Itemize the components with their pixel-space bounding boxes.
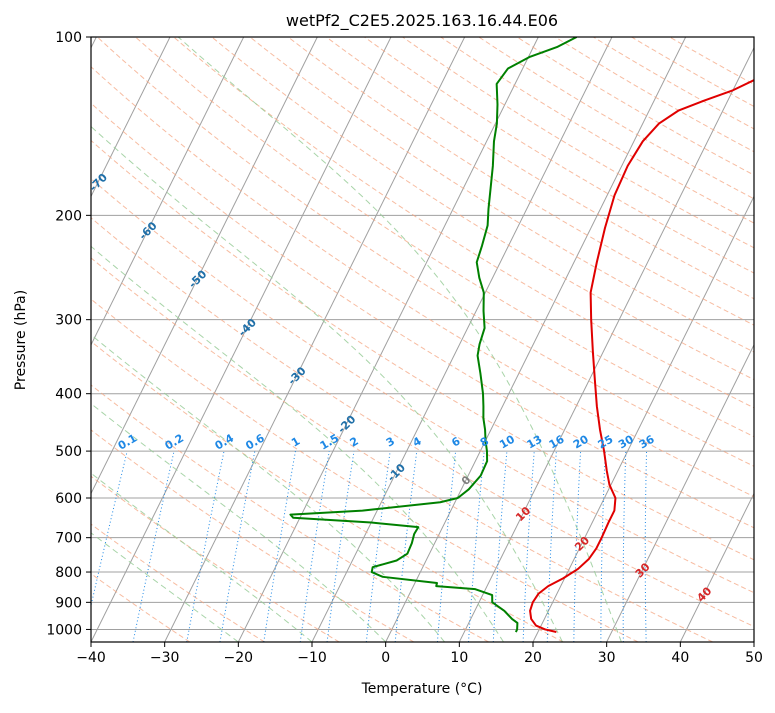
isotherm-line (237, 37, 539, 642)
mixing-ratio-line (132, 450, 175, 642)
mixing-ratio-line (186, 450, 225, 642)
moist-adiabat-line (91, 532, 239, 642)
isotherm-line (606, 343, 754, 642)
chart-title: wetPf2_C2E5.2025.163.16.44.E06 (286, 11, 558, 31)
moist-adiabat-line (91, 125, 563, 642)
plot-frame (90, 36, 755, 643)
x-tick-label: 10 (450, 650, 468, 666)
isotherm-line (311, 37, 613, 642)
moist-adiabat-line (91, 402, 387, 642)
y-tick-label: 700 (55, 531, 82, 547)
mixing-ratio-line (622, 451, 627, 642)
y-tick-label: 800 (55, 565, 82, 581)
dry-adiabat-line (173, 37, 754, 409)
x-axis-label: Temperature (°C) (361, 681, 483, 697)
mixing-ratio-line (326, 451, 355, 642)
mixing-ratio-line (299, 451, 330, 642)
x-tick-label: 50 (745, 650, 763, 666)
dry-adiabat-line (478, 37, 754, 200)
isotherm-line (91, 37, 245, 347)
mixing-ratio-line (219, 451, 256, 642)
axis-ticks: −40 −30 −20 −10 0 10 20 30 40 50 100 200 300 400 500 60… (46, 30, 763, 666)
dry-adiabat-line (91, 340, 564, 642)
x-tick-label: −40 (76, 650, 106, 666)
mixing-ratio-line (436, 451, 457, 642)
dry-adiabat-line (91, 429, 415, 642)
mixing-ratio-line (365, 451, 391, 642)
mixing-ratio-line (492, 451, 508, 642)
x-tick-label: −10 (297, 650, 327, 666)
dry-adiabat-line (91, 217, 754, 628)
y-axis-label: Pressure (hPa) (13, 290, 29, 390)
isotherm-line (91, 37, 318, 495)
mixing-ratio-line (522, 451, 535, 642)
y-tick-label: 400 (55, 387, 82, 403)
mixing-ratio-line (394, 451, 418, 642)
isotherm-line (532, 195, 754, 642)
y-tick-label: 200 (55, 208, 82, 224)
y-tick-label: 600 (55, 491, 82, 507)
dry-adiabat-line (402, 37, 754, 249)
mixing-ratio-line (546, 451, 557, 642)
isotherm-line (91, 37, 392, 642)
mixing-ratio-line (263, 451, 296, 642)
dry-adiabat-line (516, 37, 754, 176)
y-tick-label: 300 (55, 313, 82, 329)
isotherm-line (458, 46, 754, 642)
dry-adiabat-line (96, 37, 754, 467)
dry-adiabat-line (91, 257, 713, 642)
isotherm-line (679, 492, 754, 642)
isotherm-line (385, 37, 687, 642)
moist-adiabat-line (91, 334, 445, 642)
moist-adiabat-line (177, 37, 622, 642)
moist-adiabat-line (91, 472, 313, 642)
mixing-ratio-line (468, 451, 485, 642)
dry-adiabat-line (554, 37, 754, 153)
mixing-ratio-line (573, 451, 582, 642)
mixing-ratio-line (600, 451, 606, 642)
y-tick-label: 100 (55, 30, 82, 46)
isotherm-line (164, 37, 466, 642)
plot-area (91, 37, 754, 642)
x-tick-label: 30 (598, 650, 616, 666)
isotherm-line (91, 37, 171, 198)
temperature-trace (529, 79, 754, 633)
x-tick-label: 40 (671, 650, 689, 666)
x-tick-label: 0 (381, 650, 390, 666)
dry-adiabat-line (211, 37, 754, 381)
y-tick-label: 500 (55, 444, 82, 460)
dry-adiabat-line (135, 37, 754, 438)
y-tick-label: 900 (55, 595, 82, 611)
dry-adiabat-line (287, 37, 754, 326)
moist-adiabat-line (91, 245, 504, 642)
x-tick-label: 20 (524, 650, 542, 666)
x-tick-label: −20 (224, 650, 254, 666)
mixing-ratio-line (644, 451, 648, 642)
dry-adiabat-line (364, 37, 754, 274)
dry-adiabat-line (91, 102, 754, 529)
y-tick-label: 1000 (46, 622, 82, 638)
x-tick-label: −30 (150, 650, 180, 666)
dry-adiabat-line (91, 139, 754, 561)
dry-adiabat-line (91, 178, 754, 594)
dewpoint-trace (289, 37, 578, 633)
